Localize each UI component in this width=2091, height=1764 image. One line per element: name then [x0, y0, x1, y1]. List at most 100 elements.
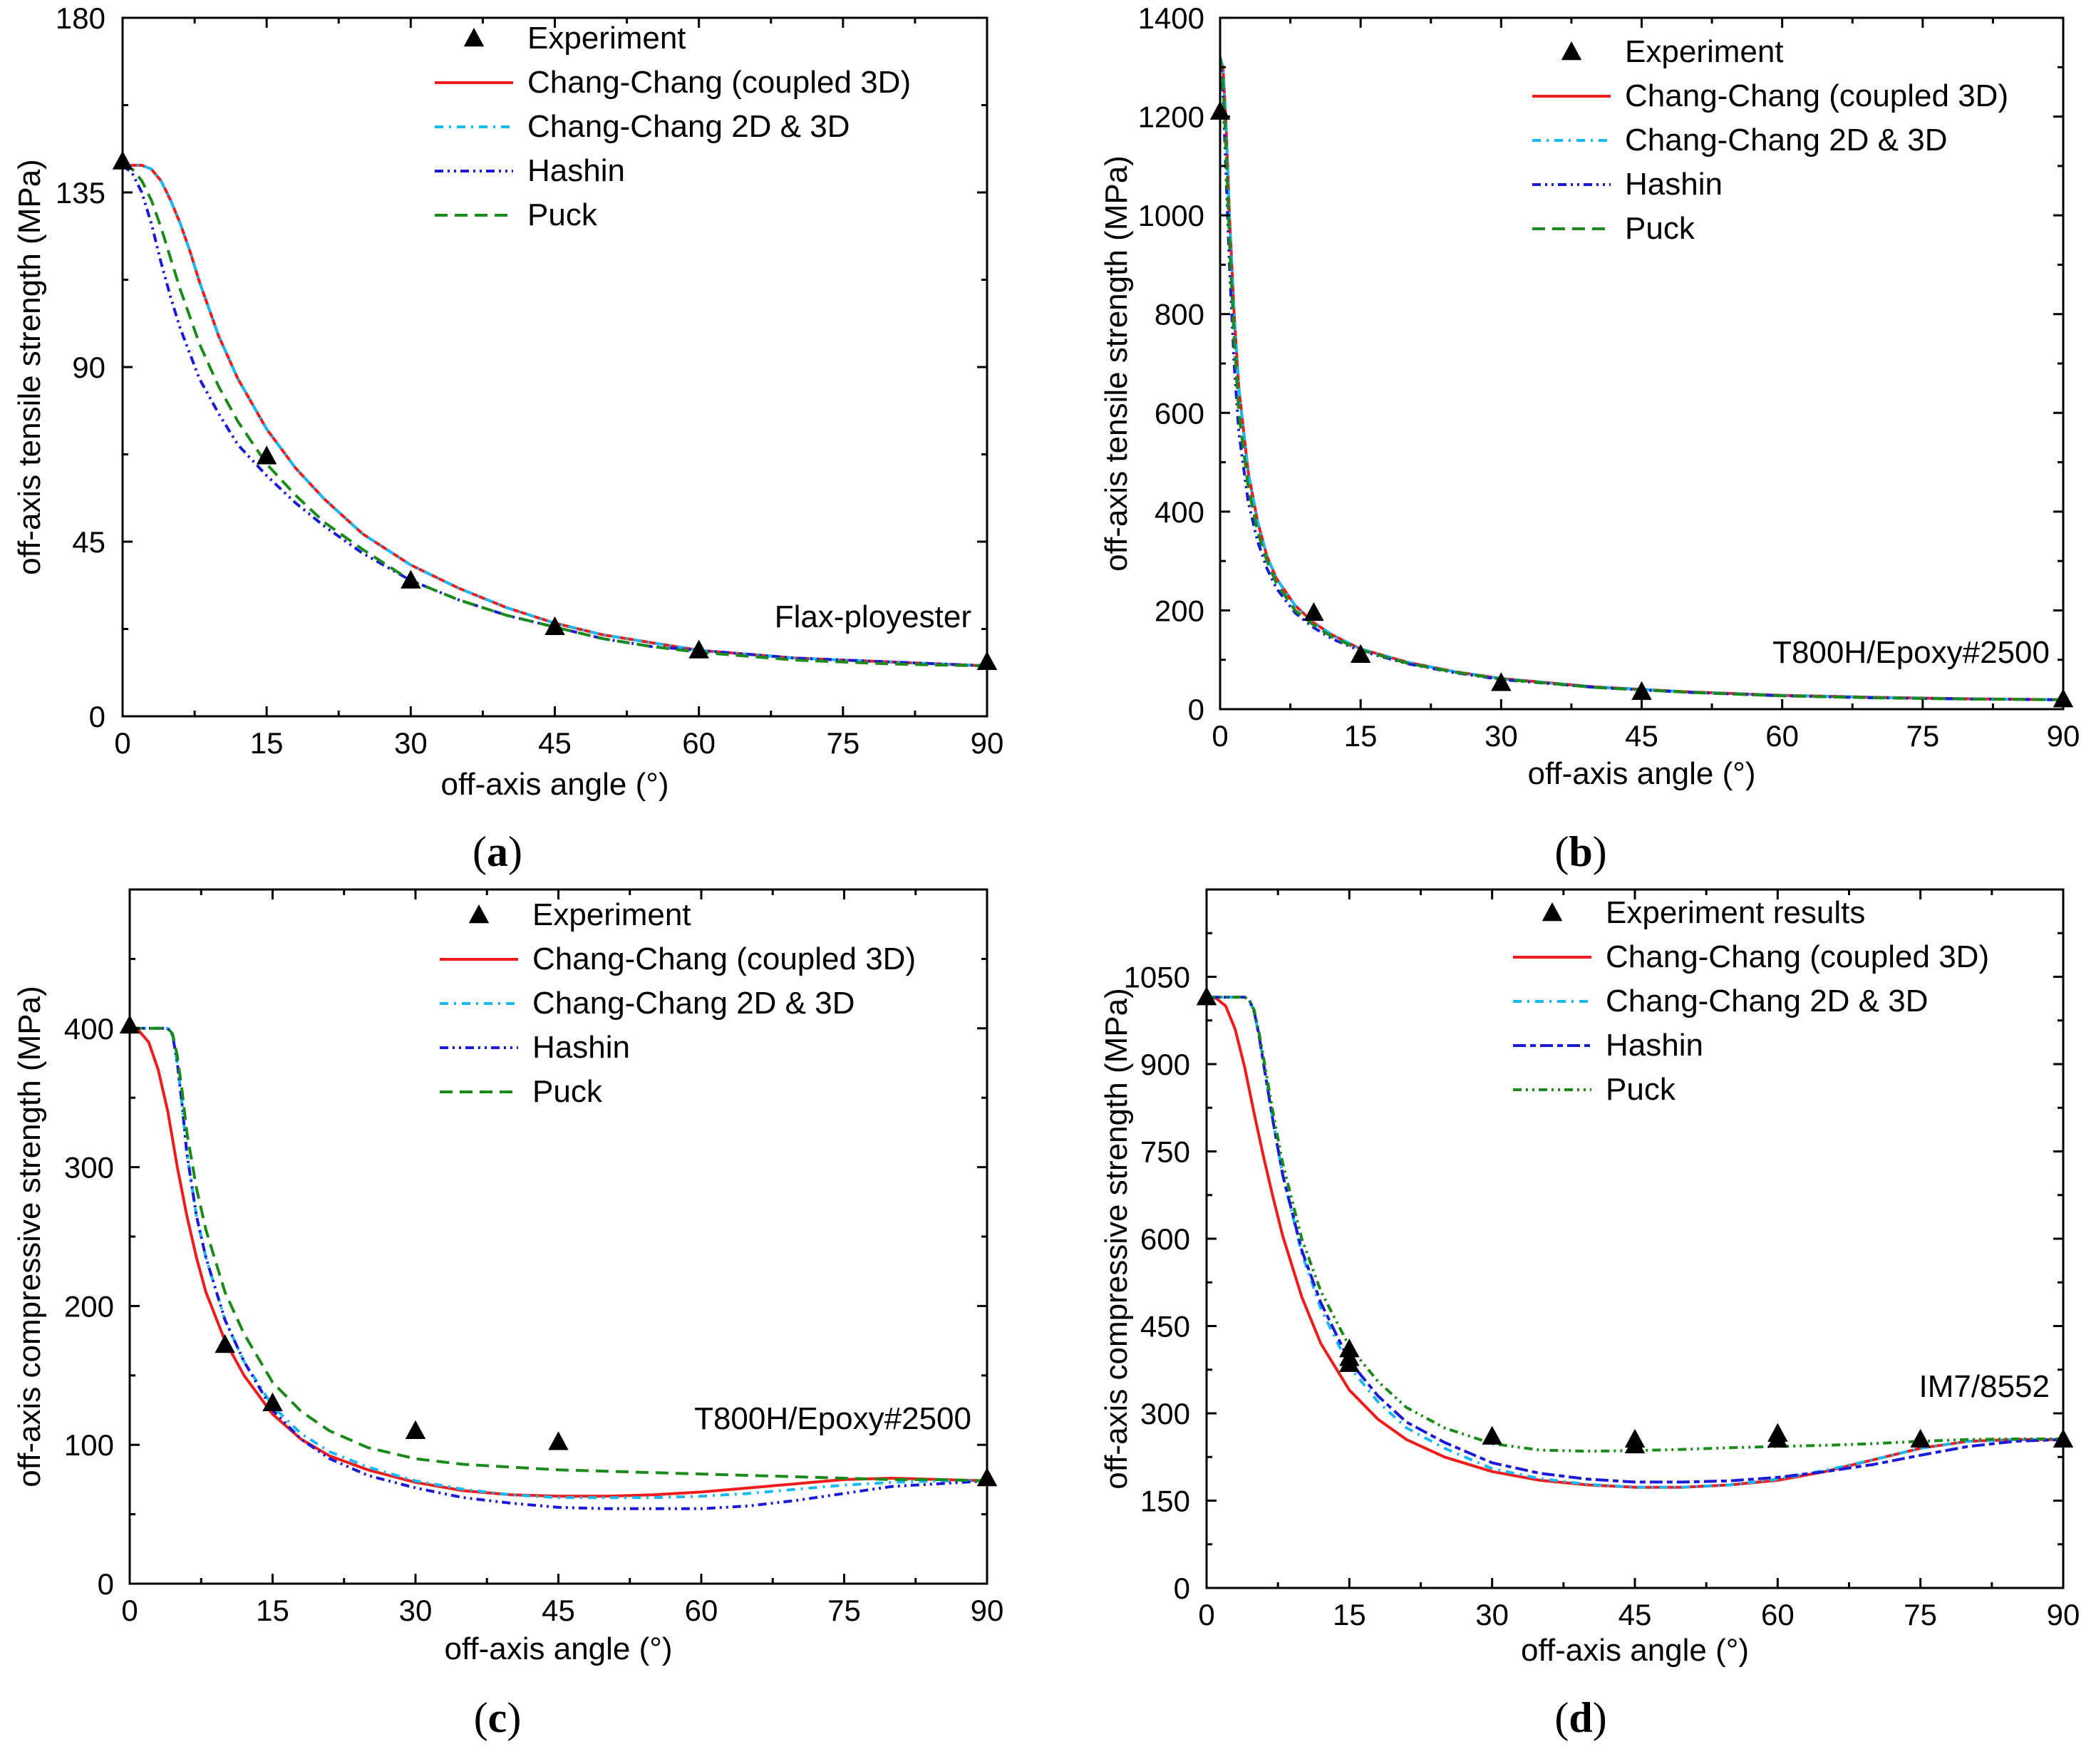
x-tick-label: 75 [1904, 1598, 1937, 1631]
y-axis-label: off-axis tensile strength (MPa) [1099, 155, 1134, 572]
chart-panel-a: 0 15 30 45 60 75 90 0 45 90 135 180 off-axis angle (… [12, 1, 1003, 875]
y-tick-label: 450 [1140, 1310, 1190, 1343]
x-tick-label: 45 [1618, 1598, 1652, 1631]
legend-label: Chang-Chang 2D & 3D [1625, 123, 1947, 158]
series-line-puck [1207, 996, 2063, 1453]
series-line-hashin [1207, 996, 2063, 1484]
caption-close: ) [508, 828, 522, 875]
caption-close: ) [1593, 1694, 1607, 1741]
experiment-marker [405, 1420, 426, 1439]
x-tick-label: 30 [399, 1594, 433, 1627]
x-tick-label: 75 [1906, 719, 1939, 753]
y-tick-label: 750 [1140, 1135, 1190, 1169]
legend-label: Hashin [527, 153, 625, 188]
caption-letter: a [487, 828, 508, 875]
chart-panel-c: 0 15 30 45 60 75 90 0 100 200 300 400 off-axis angle… [12, 888, 1003, 1741]
y-tick-label: 200 [1155, 594, 1204, 627]
legend: Experiment Chang-Chang (coupled 3D) Chang-… [1532, 34, 2008, 246]
experiment-marker [1482, 1425, 1502, 1445]
caption-open: ( [1554, 828, 1569, 875]
y-tick-label: 600 [1140, 1222, 1190, 1256]
legend-marker-experiment [468, 904, 490, 924]
material-annotation: Flax-ployester [775, 599, 971, 634]
y-tick-label: 0 [89, 700, 105, 733]
x-axis-label: off-axis angle (°) [444, 1631, 672, 1666]
experiment-marker [1624, 1434, 1646, 1454]
series-line-puck [123, 164, 987, 668]
x-tick-label: 30 [394, 726, 428, 760]
x-tick-label: 0 [114, 726, 130, 760]
caption-close: ) [1593, 828, 1607, 875]
caption-letter: d [1569, 1694, 1592, 1741]
chart-panel-b: 0 15 30 45 60 75 90 0 200 400 600 800 1000 1200 1400 of… [1099, 1, 2080, 875]
caption-close: ) [507, 1694, 521, 1741]
chart-panel-d: 0 15 30 45 60 75 9001503004506007509001050off-… [1099, 888, 2080, 1741]
experiment-marker [544, 616, 565, 636]
series-line-hashin [123, 164, 987, 668]
x-axis-label: off-axis angle (°) [440, 767, 668, 802]
experiment-marker [215, 1334, 235, 1353]
x-tick-label: 90 [971, 726, 1004, 760]
legend-label: Puck [1606, 1072, 1676, 1107]
y-tick-label: 1200 [1138, 100, 1204, 134]
experiment-marker [262, 1392, 283, 1412]
x-tick-label: 60 [1761, 1598, 1795, 1631]
x-tick-label: 15 [256, 1594, 289, 1627]
legend-label: Experiment [1625, 34, 1784, 69]
plot-frame [1219, 16, 2065, 711]
experiment-marker [548, 1431, 569, 1450]
panel-caption: (c) [474, 1694, 522, 1741]
experiment-marker [1910, 1428, 1931, 1448]
legend-label: Chang-Chang (coupled 3D) [1606, 939, 1989, 974]
caption-letter: c [488, 1694, 507, 1741]
material-annotation: IM7/8552 [1919, 1369, 2050, 1404]
experiment-marker [1631, 681, 1652, 700]
y-axis-label: off-axis compressive strength (MPa) [1099, 988, 1134, 1489]
experiment-marker [1339, 1353, 1360, 1372]
y-axis-label: off-axis compressive strength (MPa) [12, 986, 47, 1487]
legend-label: Puck [1625, 211, 1695, 246]
x-tick-label: 90 [2047, 1598, 2080, 1631]
x-tick-label: 0 [1212, 719, 1228, 753]
legend-label: Hashin [1625, 167, 1723, 202]
material-annotation: T800H/Epoxy#2500 [1772, 635, 2050, 670]
y-tick-label: 900 [1140, 1048, 1190, 1081]
y-tick-label: 45 [72, 525, 105, 559]
x-tick-label: 90 [2047, 719, 2080, 753]
x-tick-label: 30 [1485, 719, 1518, 753]
x-tick-label: 15 [1333, 1598, 1366, 1631]
series-line-chang-chang-2d-3d [1207, 996, 2063, 1489]
y-tick-label: 200 [64, 1289, 114, 1323]
x-tick-label: 60 [685, 1594, 718, 1627]
x-tick-label: 75 [826, 726, 859, 760]
experiment-marker [401, 569, 421, 589]
y-tick-label: 400 [64, 1012, 114, 1046]
caption-open: ( [473, 828, 487, 875]
series-line-chang-chang-coupled-3d- [1207, 996, 2063, 1489]
x-tick-label: 75 [827, 1594, 861, 1627]
x-axis-label: off-axis angle (°) [1527, 756, 1755, 791]
material-annotation: T800H/Epoxy#2500 [694, 1401, 971, 1436]
experiment-marker [1350, 644, 1371, 664]
legend-label: Puck [527, 197, 598, 232]
legend-label: Chang-Chang (coupled 3D) [532, 942, 916, 976]
y-tick-label: 90 [72, 351, 105, 384]
legend-marker-experiment [1561, 41, 1582, 61]
y-tick-label: 1050 [1124, 961, 1190, 994]
series-line-chang-chang-coupled-3d- [130, 1026, 987, 1498]
legend-label: Puck [532, 1074, 603, 1109]
legend-marker-experiment [1542, 902, 1563, 922]
legend-label: Experiment results [1606, 895, 1865, 930]
x-tick-label: 30 [1475, 1598, 1509, 1631]
experiment-marker [256, 445, 277, 465]
legend-label: Chang-Chang 2D & 3D [527, 109, 850, 144]
panel-caption: (a) [473, 828, 522, 875]
legend-label: Chang-Chang 2D & 3D [532, 986, 855, 1021]
y-tick-label: 135 [56, 176, 105, 210]
y-tick-label: 400 [1155, 495, 1204, 529]
y-tick-label: 0 [98, 1567, 114, 1601]
experiment-marker [1491, 672, 1512, 691]
panel-caption: (b) [1554, 828, 1606, 875]
x-tick-label: 60 [682, 726, 716, 760]
